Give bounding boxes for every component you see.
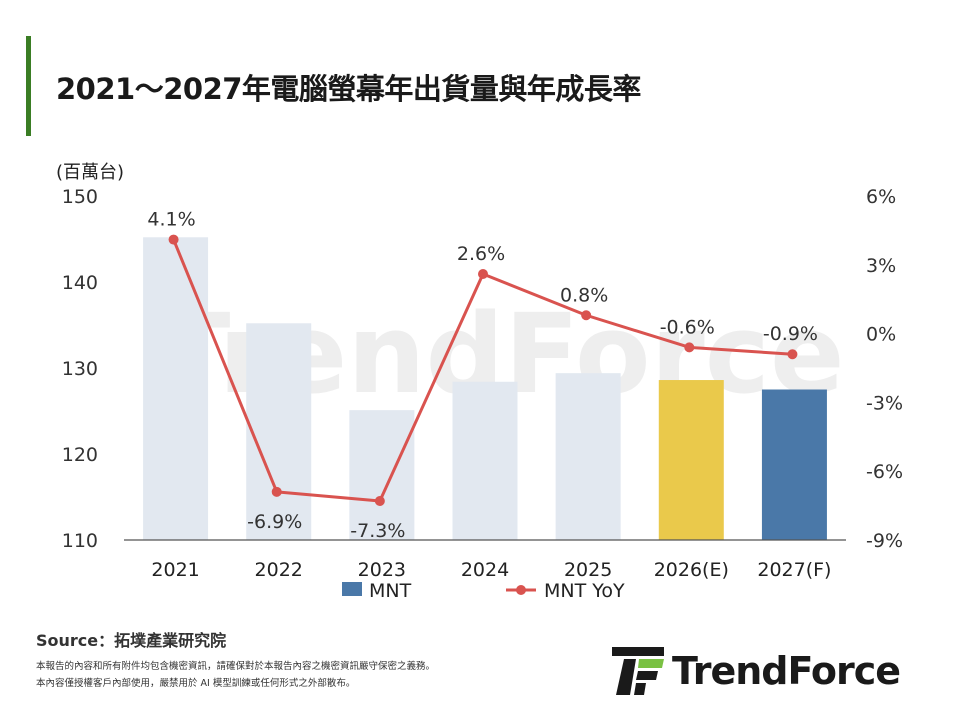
yoy-data-label: -7.3% xyxy=(350,520,405,542)
y-axis-unit-label: (百萬台) xyxy=(56,162,124,183)
y2-tick-label: 0% xyxy=(866,324,896,346)
disclaimer-line-1: 本報告的內容和所有附件均包含機密資訊，請確保對於本報告內容之機密資訊嚴守保密之義… xyxy=(36,661,436,672)
y2-tick-label: 6% xyxy=(866,186,896,208)
yoy-data-label: 4.1% xyxy=(147,209,195,231)
x-tick-label: 2022 xyxy=(255,559,303,581)
x-tick-label: 2025 xyxy=(564,559,612,581)
yoy-data-label: -6.9% xyxy=(247,511,302,533)
yoy-data-label: 2.6% xyxy=(457,243,505,265)
trendforce-logo-icon xyxy=(612,647,664,695)
combo-chart: TrendForce 2021 2022 2023 2024 2025 2026(E) 20… xyxy=(56,162,903,602)
yoy-point xyxy=(581,310,592,321)
legend-marker-yoy xyxy=(516,585,526,595)
legend-swatch-mnt xyxy=(342,582,362,596)
bar-2025 xyxy=(555,373,621,540)
x-tick-label: 2024 xyxy=(461,559,509,581)
yoy-data-label: -0.6% xyxy=(660,316,715,338)
legend-label-mnt: MNT xyxy=(369,580,412,602)
legend-label-yoy: MNT YoY xyxy=(544,580,625,602)
y-tick-label: 140 xyxy=(62,272,98,294)
y2-tick-label: -3% xyxy=(866,392,903,414)
y-tick-label: 150 xyxy=(62,186,98,208)
yoy-data-label: 0.8% xyxy=(560,284,608,306)
y-tick-label: 120 xyxy=(62,444,98,466)
source-note: Source：拓墣產業研究院 xyxy=(36,631,227,650)
x-tick-label: 2026(E) xyxy=(654,559,729,581)
x-tick-label: 2027(F) xyxy=(757,559,831,581)
yoy-point xyxy=(478,268,488,279)
x-tick-label: 2023 xyxy=(358,559,406,581)
bar-2027(F) xyxy=(761,389,827,540)
bar-2021 xyxy=(143,237,209,540)
disclaimer-line-2: 本內容僅授權客戶內部使用，嚴禁用於 AI 模型訓練或任何形式之外部散布。 xyxy=(36,678,356,689)
bar-2026(E) xyxy=(658,380,724,540)
chart-title: 2021～2027年電腦螢幕年出貨量與年成長率 xyxy=(56,72,641,106)
y-tick-label: 110 xyxy=(62,530,98,552)
yoy-data-label: -0.9% xyxy=(763,323,818,345)
y2-tick-label: -9% xyxy=(866,530,903,552)
yoy-point xyxy=(787,349,798,360)
yoy-point xyxy=(271,486,282,497)
bar-2023 xyxy=(349,410,415,540)
trendforce-logo-text: TrendForce xyxy=(672,649,901,693)
x-tick-label: 2021 xyxy=(151,559,199,581)
yoy-point xyxy=(168,234,179,245)
yoy-point xyxy=(684,342,695,353)
bar-2024 xyxy=(452,381,518,540)
y2-tick-label: -6% xyxy=(866,461,903,483)
y2-tick-label: 3% xyxy=(866,255,896,277)
y-tick-label: 130 xyxy=(62,358,98,380)
title-accent-bar xyxy=(26,36,31,136)
bar-2022 xyxy=(246,323,312,540)
trendforce-logo: TrendForce xyxy=(612,647,932,697)
yoy-point xyxy=(374,496,385,507)
